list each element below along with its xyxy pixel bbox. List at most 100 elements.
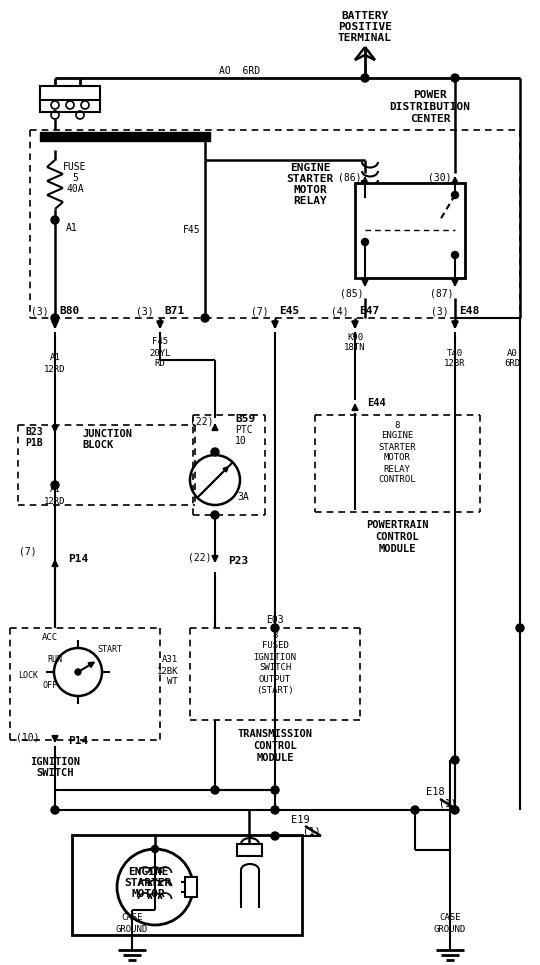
Text: E48: E48 bbox=[459, 306, 480, 316]
Text: AO  6RD: AO 6RD bbox=[219, 66, 261, 76]
Text: E19: E19 bbox=[291, 815, 309, 825]
Text: ACC: ACC bbox=[42, 633, 58, 643]
Bar bbox=[237, 844, 262, 856]
Text: (3): (3) bbox=[136, 306, 154, 316]
Circle shape bbox=[271, 624, 279, 632]
Text: B59: B59 bbox=[235, 414, 255, 424]
Circle shape bbox=[271, 806, 279, 814]
Text: (7): (7) bbox=[19, 547, 37, 557]
Text: F45: F45 bbox=[183, 225, 201, 235]
Text: 6RD: 6RD bbox=[504, 360, 520, 369]
Text: K90: K90 bbox=[347, 333, 363, 342]
Text: (4): (4) bbox=[331, 306, 349, 316]
Text: STARTER: STARTER bbox=[378, 443, 416, 452]
Text: (86): (86) bbox=[338, 172, 362, 182]
Text: WT: WT bbox=[167, 677, 178, 686]
Text: BATTERY: BATTERY bbox=[341, 11, 389, 21]
Text: STARTER: STARTER bbox=[124, 878, 172, 888]
Text: MOTOR: MOTOR bbox=[131, 889, 165, 899]
Text: E45: E45 bbox=[279, 306, 299, 316]
Text: POWERTRAIN: POWERTRAIN bbox=[366, 520, 428, 530]
Text: (1): (1) bbox=[303, 826, 321, 836]
Text: MOTOR: MOTOR bbox=[383, 454, 410, 462]
Bar bbox=[40, 86, 100, 100]
Text: (30): (30) bbox=[428, 172, 452, 182]
Circle shape bbox=[451, 191, 458, 199]
Text: OUTPUT: OUTPUT bbox=[259, 675, 291, 683]
Text: PTC: PTC bbox=[235, 425, 253, 435]
Circle shape bbox=[271, 786, 279, 794]
Text: E47: E47 bbox=[359, 306, 379, 316]
Text: POSITIVE: POSITIVE bbox=[338, 22, 392, 32]
Circle shape bbox=[75, 669, 81, 675]
Text: (22): (22) bbox=[190, 417, 214, 427]
Text: (3): (3) bbox=[31, 306, 49, 316]
Circle shape bbox=[271, 832, 279, 840]
Circle shape bbox=[361, 238, 368, 245]
Circle shape bbox=[211, 511, 219, 519]
Text: TRANSMISSION: TRANSMISSION bbox=[238, 729, 313, 739]
Text: 10: 10 bbox=[235, 436, 247, 446]
Text: (87): (87) bbox=[430, 289, 454, 299]
Text: ENGINE: ENGINE bbox=[381, 431, 413, 440]
Text: 8: 8 bbox=[272, 630, 278, 640]
Text: IGNITION: IGNITION bbox=[253, 652, 296, 661]
Circle shape bbox=[361, 74, 369, 82]
Text: CONTROL: CONTROL bbox=[378, 476, 416, 484]
Text: 18TN: 18TN bbox=[345, 344, 366, 352]
Text: F45: F45 bbox=[152, 338, 168, 346]
Text: A1: A1 bbox=[66, 223, 78, 233]
Text: (7): (7) bbox=[251, 306, 269, 316]
Circle shape bbox=[451, 252, 458, 259]
Circle shape bbox=[51, 481, 59, 489]
Text: CENTER: CENTER bbox=[410, 114, 450, 124]
Text: 12BR: 12BR bbox=[444, 360, 465, 369]
Bar bbox=[185, 877, 197, 897]
Text: RELAY: RELAY bbox=[383, 464, 410, 474]
Circle shape bbox=[451, 74, 459, 82]
Text: MODULE: MODULE bbox=[256, 753, 294, 763]
Text: BLOCK: BLOCK bbox=[82, 440, 113, 450]
Text: B80: B80 bbox=[59, 306, 79, 316]
Text: E44: E44 bbox=[367, 398, 386, 408]
Text: P1B: P1B bbox=[25, 438, 43, 448]
Text: RUN: RUN bbox=[48, 655, 63, 665]
Text: ENGINE: ENGINE bbox=[128, 867, 168, 877]
Text: 12RD: 12RD bbox=[44, 497, 66, 506]
Text: E18: E18 bbox=[426, 787, 444, 797]
Circle shape bbox=[51, 806, 59, 814]
Circle shape bbox=[51, 314, 59, 322]
Circle shape bbox=[152, 845, 159, 852]
Circle shape bbox=[451, 806, 459, 814]
Circle shape bbox=[211, 448, 219, 456]
Text: CONTROL: CONTROL bbox=[375, 532, 419, 542]
Text: RELAY: RELAY bbox=[293, 196, 327, 206]
Circle shape bbox=[411, 806, 419, 814]
Text: A1: A1 bbox=[50, 485, 60, 494]
Text: FUSED: FUSED bbox=[261, 642, 288, 650]
Text: (3): (3) bbox=[431, 306, 449, 316]
Text: A1: A1 bbox=[50, 353, 60, 363]
Text: A31: A31 bbox=[162, 655, 178, 665]
Bar bbox=[40, 98, 100, 112]
Text: POWER: POWER bbox=[413, 90, 447, 100]
Text: 20YL: 20YL bbox=[149, 348, 171, 357]
Text: 3A: 3A bbox=[237, 492, 249, 502]
Text: GROUND: GROUND bbox=[116, 924, 148, 933]
Text: LOCK: LOCK bbox=[18, 671, 38, 679]
Text: 12BK: 12BK bbox=[157, 667, 178, 676]
Text: SWITCH: SWITCH bbox=[36, 768, 74, 778]
Text: B71: B71 bbox=[164, 306, 184, 316]
Circle shape bbox=[201, 314, 209, 322]
Bar bbox=[72, 835, 302, 935]
Text: SWITCH: SWITCH bbox=[259, 664, 291, 673]
Text: (22): (22) bbox=[188, 553, 212, 563]
Text: 12RD: 12RD bbox=[44, 365, 66, 373]
Text: JUNCTION: JUNCTION bbox=[82, 429, 132, 439]
Text: DISTRIBUTION: DISTRIBUTION bbox=[389, 102, 470, 112]
Text: MODULE: MODULE bbox=[378, 544, 416, 554]
Text: CASE: CASE bbox=[122, 914, 143, 923]
Text: TERMINAL: TERMINAL bbox=[338, 33, 392, 43]
Text: P23: P23 bbox=[228, 556, 248, 566]
Text: GROUND: GROUND bbox=[434, 924, 466, 933]
